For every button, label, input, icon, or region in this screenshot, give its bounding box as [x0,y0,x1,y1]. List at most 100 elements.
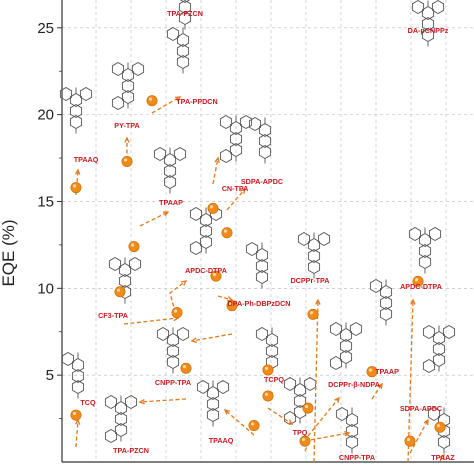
molecule-structure [408,226,442,274]
molecule-structure [166,26,190,74]
data-point-highlight [182,365,187,369]
data-label: CF3-TPA [98,311,128,320]
arrow-head [124,136,130,143]
connector-arrow [217,295,233,301]
molecule-structure [219,114,253,164]
data-point [307,308,319,320]
connector-arrow [304,432,350,452]
data-point-highlight [123,158,128,162]
arrow-head [162,211,170,217]
connector-arrow [75,169,79,196]
connector-arrow [439,454,445,462]
molecule-structure [59,86,93,134]
data-point [180,362,192,374]
molecule-structure [283,376,317,426]
data-point-highlight [301,437,306,442]
connector-arrow [267,407,293,425]
data-point-highlight [264,392,269,396]
data-label: TPAAP [159,198,183,207]
molecule-structure [248,116,272,164]
molecule-structure [111,61,145,111]
arrow-head [223,409,230,415]
connector-arrow [139,398,187,403]
molecule-structure [297,231,331,279]
data-point-highlight [212,272,217,277]
molecule-structure [335,406,359,454]
y-tick-label: 10 [37,280,54,297]
molecule-structure [196,379,230,427]
data-points [70,95,446,447]
top-molecule-label: DA-pCNPPz [408,26,449,35]
data-point [70,182,82,194]
data-point [114,286,126,298]
axes: 5 10 15 20 25 [37,0,474,463]
arrow-head [180,280,188,286]
molecule-structure [369,278,393,326]
data-point-highlight [148,97,153,101]
connector-arrow [151,96,181,114]
y-axis-title: EQE (%) [0,219,18,286]
data-label: SDPA-APDC [400,404,442,413]
data-label: TCPQ [264,375,284,384]
data-point-highlight [414,278,419,282]
data-point-highlight [72,411,77,416]
data-point [434,421,446,433]
data-point [262,364,274,376]
data-label: TPAAQ [74,155,99,164]
data-label: APDC-DTPA [400,282,442,291]
data-point-highlight [130,243,135,247]
y-tick-label: 25 [37,20,54,37]
connector-arrow [371,383,383,400]
y-tick-label: 20 [37,107,54,124]
connector-arrow [75,419,79,448]
data-point-highlight [250,422,255,426]
connector-arrow [212,157,219,185]
data-label: DCPPr-TPA [290,276,329,285]
data-point [207,202,219,214]
molecule-structure [245,241,269,289]
data-point [299,435,311,447]
molecule-structure [422,324,456,374]
molecule-structure [329,321,363,371]
grid-lines [62,0,474,462]
molecular-structures [59,0,456,454]
data-label: SDPA-APDC [241,177,283,186]
data-point [248,420,260,432]
data-point [128,241,140,253]
data-label: TPAAP [375,367,399,376]
molecule-structure [411,0,445,47]
data-point-highlight [173,309,178,313]
data-point [262,390,274,402]
molecule-structure [189,206,223,256]
connector-arrow [123,317,179,325]
molecule-structure [178,0,192,30]
arrow-head [377,382,383,390]
data-point-highlight [264,366,269,370]
data-point [146,95,158,107]
data-label: TPAAQ [209,436,234,445]
data-label: APDC-DTPA [185,266,227,275]
data-label: TPA-PZCN [113,446,149,455]
molecule-structure [153,146,187,194]
data-point-highlight [304,404,309,409]
arrow-head [240,187,246,194]
data-point [302,402,314,414]
data-label: TPQ [293,428,308,437]
data-point-highlight [223,229,228,233]
arrow-head [174,96,182,102]
connector-arrows [74,96,445,463]
molecule-structure [156,326,190,374]
data-label: CNPP-TPA [339,453,375,462]
arrow-head [190,337,197,343]
arrow-head [423,418,429,426]
data-point-highlight [368,368,373,372]
molecule-structure [104,394,138,444]
arrow-head [410,298,416,305]
arrow-head [315,298,321,305]
data-point [221,227,233,239]
top-molecule-label: TPA-PZCN [167,9,203,18]
data-label: PY-TPA [114,121,139,130]
connector-arrow [191,333,233,342]
data-point-highlight [436,424,441,428]
